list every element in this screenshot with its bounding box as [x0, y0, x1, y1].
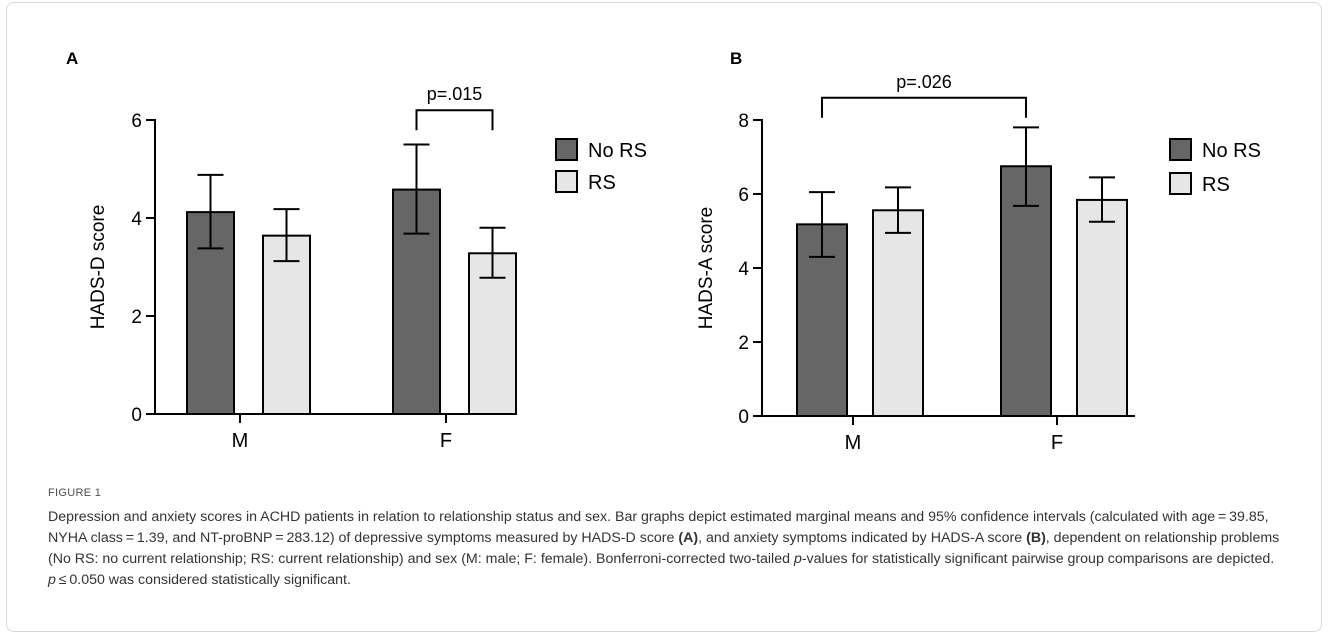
legend-swatch-b	[1169, 172, 1192, 195]
caption-p-symbol: p	[793, 551, 802, 567]
legend-label-b: RS	[1202, 174, 1230, 196]
legend-swatch-a	[555, 170, 578, 193]
x-tick-label-a: F	[440, 430, 452, 452]
caption-text: , dependent on relationship problems (No…	[48, 530, 1280, 567]
bar-b-rs-f	[1076, 198, 1128, 417]
caption-text: ≤ 0.050 was considered statistically sig…	[55, 572, 351, 588]
x-tick-label-b: F	[1051, 432, 1063, 454]
x-tick-label-a: M	[232, 430, 249, 452]
caption-text: -values for statistically significant pa…	[801, 551, 1275, 567]
legend-label-b: No RS	[1202, 140, 1261, 162]
y-tick-label-b: 6	[738, 185, 749, 206]
y-tick-label-a: 6	[131, 111, 142, 132]
chart-panel-a: A HADS-D score 0 2 4 6 M Fp=.015 No RS RS	[66, 49, 647, 452]
panel-label-b: B	[730, 49, 742, 68]
caption-text: , and anxiety symptoms indicated by HADS…	[698, 530, 1027, 546]
y-axis-label-b: HADS-A score	[696, 207, 717, 329]
caption-text: Depression and anxiety scores in ACHD pa…	[48, 509, 1269, 546]
chart-panel-b: B HADS-A score 0 2 4 6 8 M Fp=.026 No RS RS	[696, 49, 1261, 454]
bar-b-rs-m	[872, 209, 924, 417]
caption-p-symbol: p	[48, 572, 56, 588]
figure-label: FIGURE 1	[48, 487, 102, 499]
legend-label-a: RS	[588, 172, 616, 194]
caption-ref-b: (B)	[1026, 530, 1046, 546]
significance-bracket-b	[821, 96, 1027, 118]
y-tick-label-b: 2	[738, 333, 749, 354]
y-tick-label-a: 0	[131, 405, 142, 426]
panel-label-a: A	[66, 49, 78, 68]
y-tick-label-a: 4	[131, 209, 142, 230]
legend-label-a: No RS	[588, 140, 647, 162]
bar-b-no-rs-f	[1000, 165, 1052, 417]
figure-caption: Depression and anxiety scores in ACHD pa…	[48, 507, 1288, 591]
significance-label-b: p=.026	[896, 72, 952, 92]
y-tick-label-a: 2	[131, 307, 142, 328]
y-tick-label-b: 8	[738, 111, 749, 132]
y-tick-label-b: 4	[738, 259, 749, 280]
y-axis-label-a: HADS-D score	[88, 205, 109, 330]
x-tick-label-b: M	[845, 432, 862, 454]
y-tick-label-b: 0	[738, 407, 749, 428]
significance-label-a: p=.015	[427, 84, 483, 104]
legend-swatch-b	[1169, 138, 1192, 161]
bar-a-rs-m	[262, 234, 311, 415]
figure-frame	[6, 2, 1322, 632]
significance-bracket-a	[415, 109, 494, 131]
caption-ref-a: (A)	[678, 530, 699, 546]
legend-swatch-a	[555, 138, 578, 161]
